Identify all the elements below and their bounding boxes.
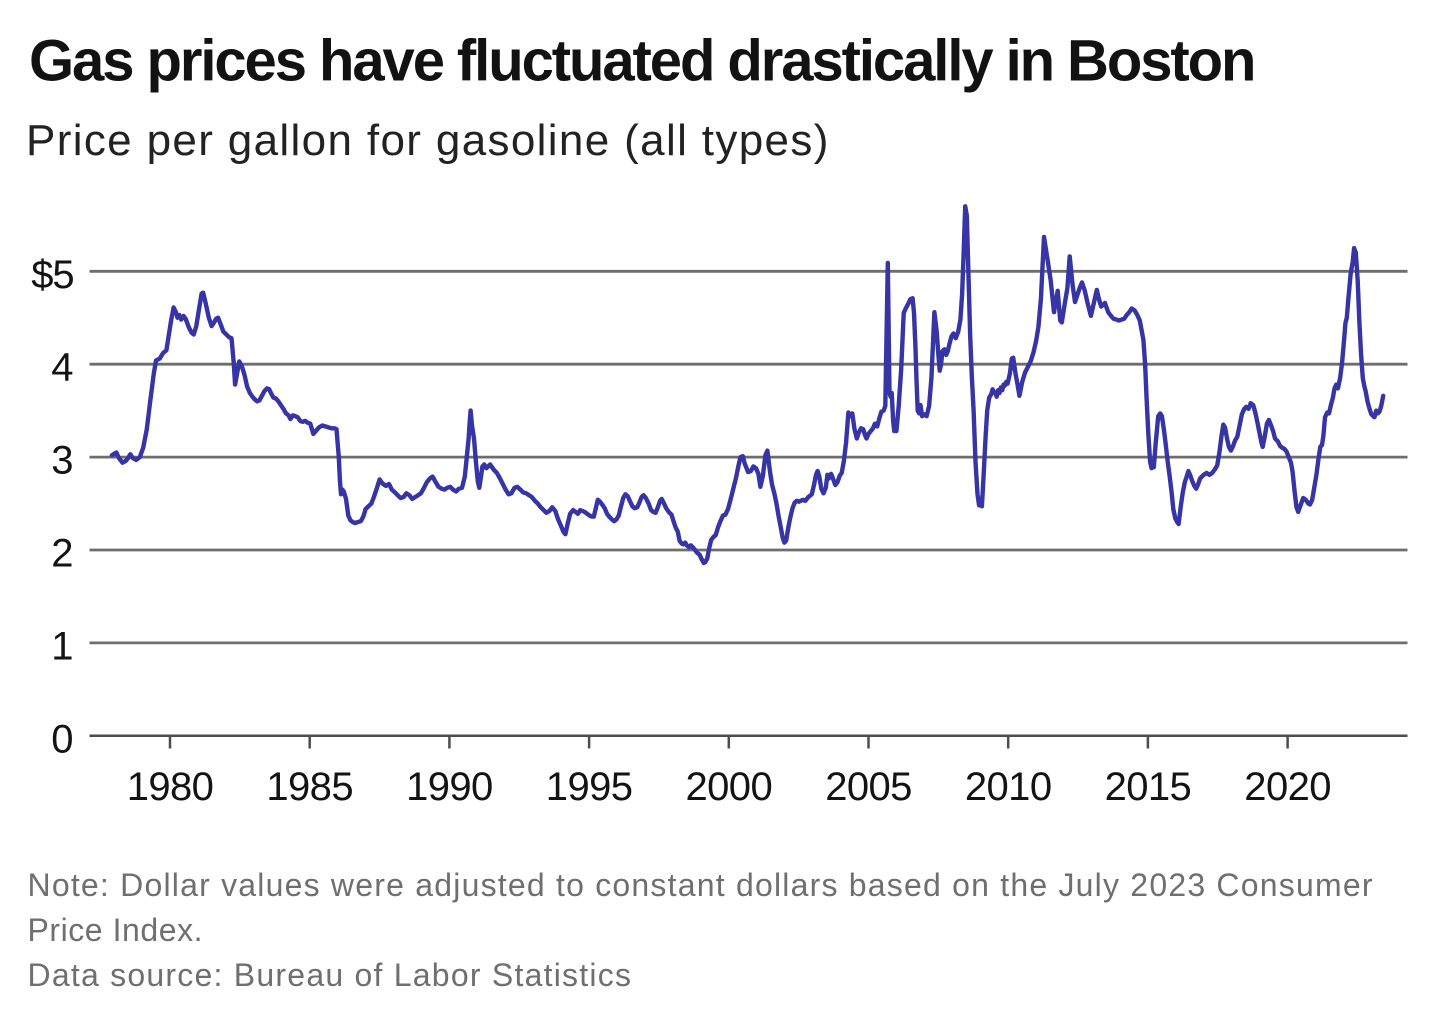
svg-text:1990: 1990 [406,765,493,809]
svg-text:$5: $5 [31,253,73,297]
svg-text:2005: 2005 [825,765,912,809]
svg-text:2: 2 [51,532,73,576]
svg-text:1980: 1980 [127,765,214,809]
svg-text:Gas prices have fluctuated dra: Gas prices have fluctuated drastically i… [29,29,1254,94]
svg-text:2020: 2020 [1244,765,1331,809]
svg-text:1995: 1995 [546,765,633,809]
svg-text:1: 1 [51,624,73,668]
svg-text:4: 4 [51,346,73,390]
svg-text:1985: 1985 [266,765,353,809]
svg-text:2010: 2010 [965,765,1052,809]
svg-text:Data source: Bureau of Labor S: Data source: Bureau of Labor Statistics [28,957,633,993]
svg-text:Price per gallon for gasoline: Price per gallon for gasoline (all types… [26,116,830,165]
svg-text:Price Index.: Price Index. [28,912,204,948]
svg-text:2015: 2015 [1105,765,1192,809]
svg-text:3: 3 [51,439,73,483]
svg-text:2000: 2000 [686,765,773,809]
svg-text:0: 0 [51,717,73,761]
svg-text:Note: Dollar values were adjus: Note: Dollar values were adjusted to con… [28,867,1374,903]
